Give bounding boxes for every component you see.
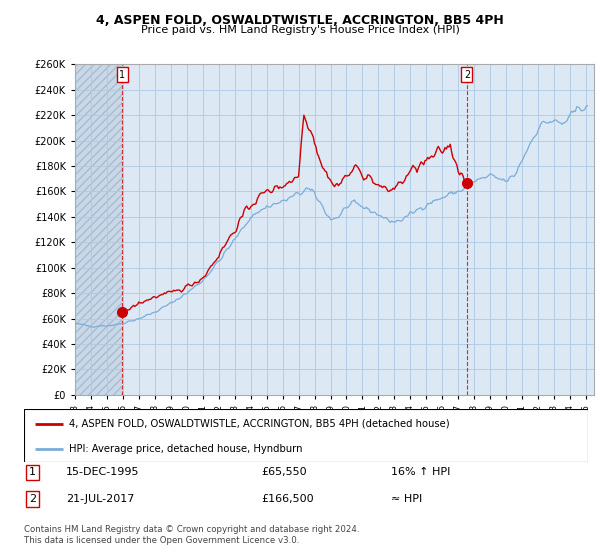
Text: 2: 2 bbox=[464, 69, 470, 80]
Text: 15-DEC-1995: 15-DEC-1995 bbox=[66, 468, 140, 478]
Text: 2: 2 bbox=[29, 494, 36, 504]
Text: 21-JUL-2017: 21-JUL-2017 bbox=[66, 494, 134, 504]
Text: 4, ASPEN FOLD, OSWALDTWISTLE, ACCRINGTON, BB5 4PH (detached house): 4, ASPEN FOLD, OSWALDTWISTLE, ACCRINGTON… bbox=[69, 419, 450, 429]
Text: Price paid vs. HM Land Registry's House Price Index (HPI): Price paid vs. HM Land Registry's House … bbox=[140, 25, 460, 35]
Text: HPI: Average price, detached house, Hyndburn: HPI: Average price, detached house, Hynd… bbox=[69, 444, 302, 454]
Text: £65,550: £65,550 bbox=[261, 468, 307, 478]
Text: ≈ HPI: ≈ HPI bbox=[391, 494, 422, 504]
Text: 1: 1 bbox=[29, 468, 36, 478]
Text: £166,500: £166,500 bbox=[261, 494, 314, 504]
Text: Contains HM Land Registry data © Crown copyright and database right 2024.
This d: Contains HM Land Registry data © Crown c… bbox=[24, 525, 359, 545]
Text: 16% ↑ HPI: 16% ↑ HPI bbox=[391, 468, 450, 478]
Text: 4, ASPEN FOLD, OSWALDTWISTLE, ACCRINGTON, BB5 4PH: 4, ASPEN FOLD, OSWALDTWISTLE, ACCRINGTON… bbox=[96, 14, 504, 27]
Text: 1: 1 bbox=[119, 69, 125, 80]
Bar bbox=[75, 64, 122, 395]
